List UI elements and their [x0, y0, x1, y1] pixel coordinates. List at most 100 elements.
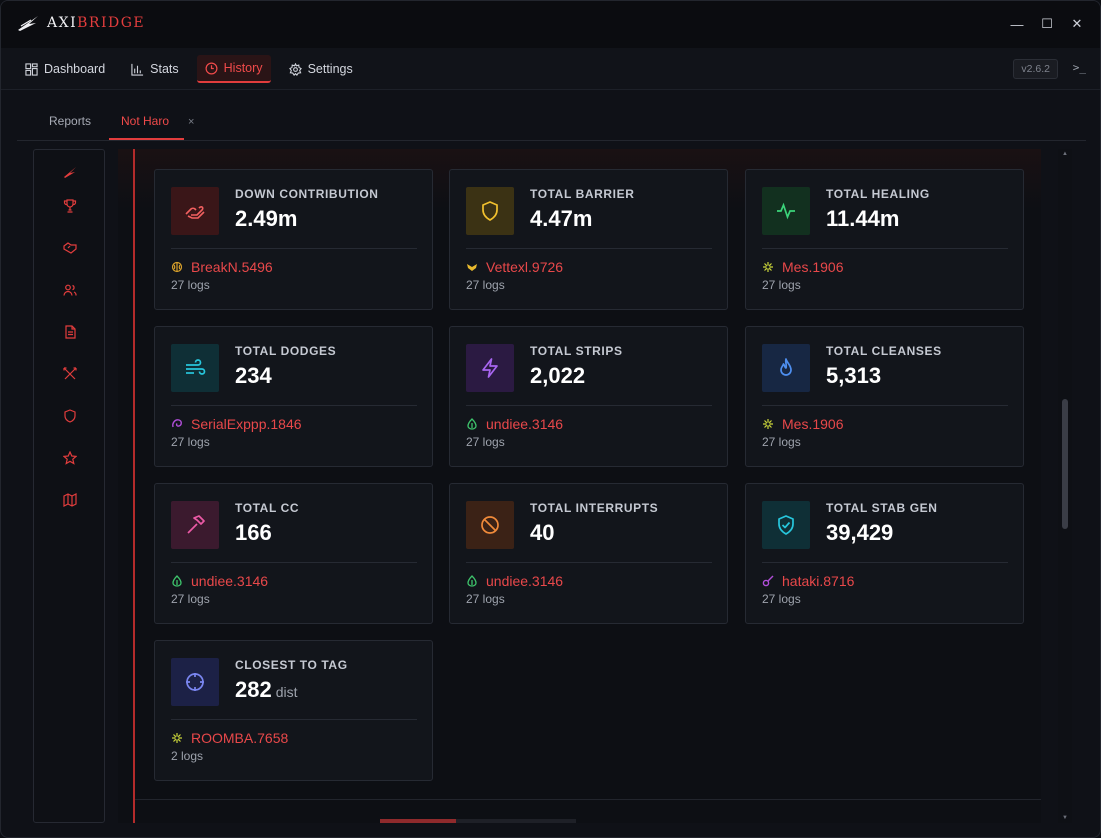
profession-icon: [172, 733, 182, 743]
player-name[interactable]: SerialExppp.1846: [191, 416, 302, 432]
nav-dashboard[interactable]: Dashboard: [17, 55, 113, 83]
top-player[interactable]: undiee.3146: [466, 416, 563, 432]
stat-card-total-barrier: TOTAL BARRIER 4.47m Vettexl.9726 27 logs: [449, 169, 728, 310]
player-name[interactable]: Mes.1906: [782, 259, 844, 275]
top-player[interactable]: Mes.1906: [762, 259, 843, 275]
top-player[interactable]: hataki.8716: [762, 573, 854, 589]
stat-icon: [171, 344, 219, 392]
log-count: 27 logs: [762, 278, 801, 292]
nav-stats[interactable]: Stats: [123, 55, 187, 83]
title-bar: AXIBRIDGE — ☐ ✕: [1, 1, 1100, 48]
nav-label: Stats: [150, 62, 179, 76]
minimize-button[interactable]: —: [1010, 16, 1024, 32]
top-player[interactable]: SerialExppp.1846: [171, 416, 302, 432]
bar-chart-icon: [131, 63, 144, 76]
logo-icon: [18, 16, 38, 31]
gear-icon: [288, 62, 302, 76]
log-count: 27 logs: [171, 592, 210, 606]
grid-icon: [25, 62, 38, 76]
top-player[interactable]: Mes.1906: [762, 416, 843, 432]
player-name[interactable]: hataki.8716: [782, 573, 855, 589]
log-count: 27 logs: [171, 435, 210, 449]
stat-label: CLOSEST TO TAG: [235, 658, 348, 672]
stat-value: 5,313: [826, 363, 882, 388]
stat-card-total-cleanses: TOTAL CLEANSES 5,313 Mes.1906 27 logs: [745, 326, 1024, 467]
profession-icon: [467, 418, 477, 430]
scroll-down-icon[interactable]: ▼: [1062, 815, 1068, 821]
log-count: 27 logs: [466, 592, 505, 606]
player-name[interactable]: undiee.3146: [486, 573, 564, 589]
player-name[interactable]: ROOMBA.7658: [191, 730, 289, 746]
version-badge: v2.6.2: [1013, 59, 1058, 79]
log-count: 27 logs: [466, 435, 505, 449]
app-title: AXIBRIDGE: [47, 15, 146, 31]
crosshair-icon: [186, 673, 204, 691]
profession-icon: [171, 261, 183, 273]
stat-value: 2,022: [530, 363, 586, 388]
flame-icon: [780, 358, 792, 376]
player-name[interactable]: undiee.3146: [191, 573, 269, 589]
shield-icon[interactable]: [62, 408, 78, 424]
shield-icon: [482, 201, 498, 221]
player-name[interactable]: Vettexl.9726: [486, 259, 564, 275]
scroll-thumb[interactable]: [1062, 399, 1068, 529]
maximize-button[interactable]: ☐: [1041, 16, 1053, 31]
profession-icon: [467, 264, 477, 271]
top-player[interactable]: Vettexl.9726: [466, 259, 563, 275]
top-player[interactable]: undiee.3146: [466, 573, 563, 589]
stat-label: TOTAL CLEANSES: [826, 344, 942, 358]
stat-icon: [171, 187, 219, 235]
stat-icon: [171, 501, 219, 549]
stat-value: 4.47m: [530, 206, 593, 231]
nav-history[interactable]: History: [196, 55, 271, 83]
nav-label: Settings: [307, 62, 353, 76]
top-player[interactable]: undiee.3146: [171, 573, 268, 589]
stat-label: TOTAL STRIPS: [530, 344, 623, 358]
player-name[interactable]: undiee.3146: [486, 416, 564, 432]
stat-card-total-strips: TOTAL STRIPS 2,022 undiee.3146 27 logs: [449, 326, 728, 467]
terminal-icon[interactable]: >_: [1072, 61, 1086, 74]
horizontal-scrollbar[interactable]: [380, 819, 576, 823]
trophy-icon[interactable]: [62, 198, 78, 214]
close-button[interactable]: ✕: [1071, 16, 1083, 31]
handshake-icon[interactable]: [62, 240, 78, 256]
player-name[interactable]: BreakN.5496: [191, 259, 273, 275]
nav-settings[interactable]: Settings: [281, 55, 361, 83]
player-name[interactable]: Mes.1906: [782, 416, 844, 432]
stat-value: 234: [235, 363, 272, 388]
stat-card-down-contribution: DOWN CONTRIBUTION 2.49m BreakN.5496 27 l…: [154, 169, 433, 310]
stat-value: 11.44m: [826, 206, 900, 231]
star-icon[interactable]: [62, 450, 78, 466]
log-count: 27 logs: [762, 592, 801, 606]
stat-value: 282 dist: [235, 677, 298, 702]
stat-label: TOTAL DODGES: [235, 344, 337, 358]
profession-icon: [763, 419, 773, 429]
stat-icon: [762, 344, 810, 392]
users-icon[interactable]: [62, 282, 78, 298]
tab-not-haro[interactable]: Not Haro: [109, 114, 184, 140]
stat-label: TOTAL BARRIER: [530, 187, 635, 201]
shield-check-icon: [778, 515, 794, 535]
crossed-swords-icon[interactable]: [62, 366, 78, 382]
log-count: 27 logs: [466, 278, 505, 292]
top-player[interactable]: BreakN.5496: [171, 259, 273, 275]
handshake-icon: [185, 206, 205, 219]
stat-icon: [762, 501, 810, 549]
log-count: 27 logs: [762, 435, 801, 449]
vertical-scrollbar[interactable]: ▲ ▼: [1058, 149, 1072, 823]
stat-icon: [466, 187, 514, 235]
stat-value: 39,429: [826, 520, 894, 545]
clock-icon: [205, 62, 218, 74]
scroll-up-icon[interactable]: ▲: [1062, 151, 1068, 157]
document-icon[interactable]: [62, 324, 78, 340]
log-count: 2 logs: [171, 749, 204, 763]
stat-card-total-interrupts: TOTAL INTERRUPTS 40 undiee.3146 27 logs: [449, 483, 728, 624]
top-player[interactable]: ROOMBA.7658: [171, 730, 288, 746]
tab-reports[interactable]: Reports: [49, 114, 92, 128]
map-icon[interactable]: [62, 492, 78, 508]
stat-icon: [171, 658, 219, 706]
logo-mark-icon[interactable]: [62, 164, 78, 180]
tab-close-icon[interactable]: ×: [188, 116, 195, 128]
stat-label: TOTAL HEALING: [826, 187, 930, 201]
nav-label: History: [223, 61, 263, 75]
